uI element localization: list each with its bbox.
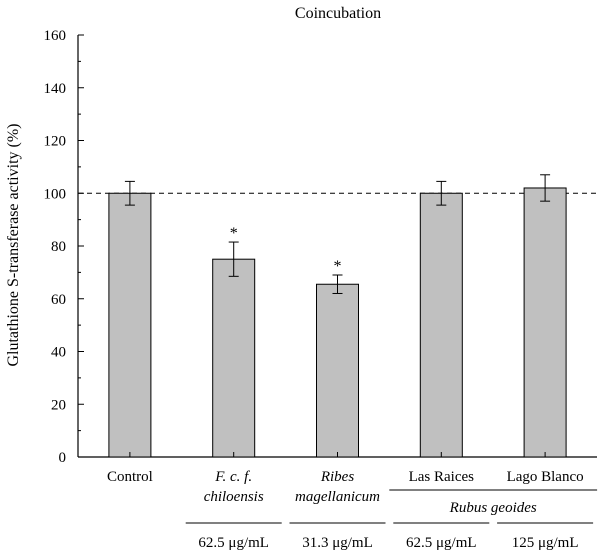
bar — [108, 192, 152, 458]
x-tick-label: F. c. f. — [214, 469, 252, 485]
y-tick-label: 120 — [44, 134, 67, 150]
y-tick-label: 80 — [51, 239, 66, 255]
bar — [419, 192, 463, 458]
significance-marker: * — [230, 225, 238, 242]
plot-area: 0 20 40 60 80 100 120 140 160 Control * F. c. f. chi… — [44, 28, 598, 551]
group-label: Rubus geoides — [449, 500, 537, 516]
bar — [212, 258, 256, 458]
y-tick-label: 40 — [51, 345, 66, 361]
concentration-label: 31.3 μg/mL — [302, 535, 373, 551]
concentration-label: 62.5 μg/mL — [198, 535, 269, 551]
y-tick-label: 160 — [44, 28, 67, 44]
concentration-label: 125 μg/mL — [512, 535, 579, 551]
y-tick-label: 140 — [44, 81, 67, 97]
x-tick-label: magellanicum — [295, 489, 380, 505]
concentration-label: 62.5 μg/mL — [406, 535, 477, 551]
chart-title: Coincubation — [295, 5, 381, 22]
bar — [316, 283, 359, 458]
y-tick-label: 100 — [44, 186, 67, 202]
x-tick-label: Las Raices — [409, 469, 475, 485]
x-tick-label: Lago Blanco — [507, 469, 584, 485]
significance-marker: * — [334, 258, 342, 275]
x-tick-label: chiloensis — [204, 489, 264, 505]
y-tick-label: 60 — [51, 292, 66, 308]
y-axis-label: Glutathione S-transferase activity (%) — [5, 123, 22, 366]
x-tick-label: Ribes — [320, 469, 354, 485]
bar — [523, 187, 567, 458]
y-tick-label: 0 — [59, 450, 67, 466]
y-tick-label: 20 — [51, 397, 66, 413]
x-tick-label: Control — [107, 469, 153, 485]
